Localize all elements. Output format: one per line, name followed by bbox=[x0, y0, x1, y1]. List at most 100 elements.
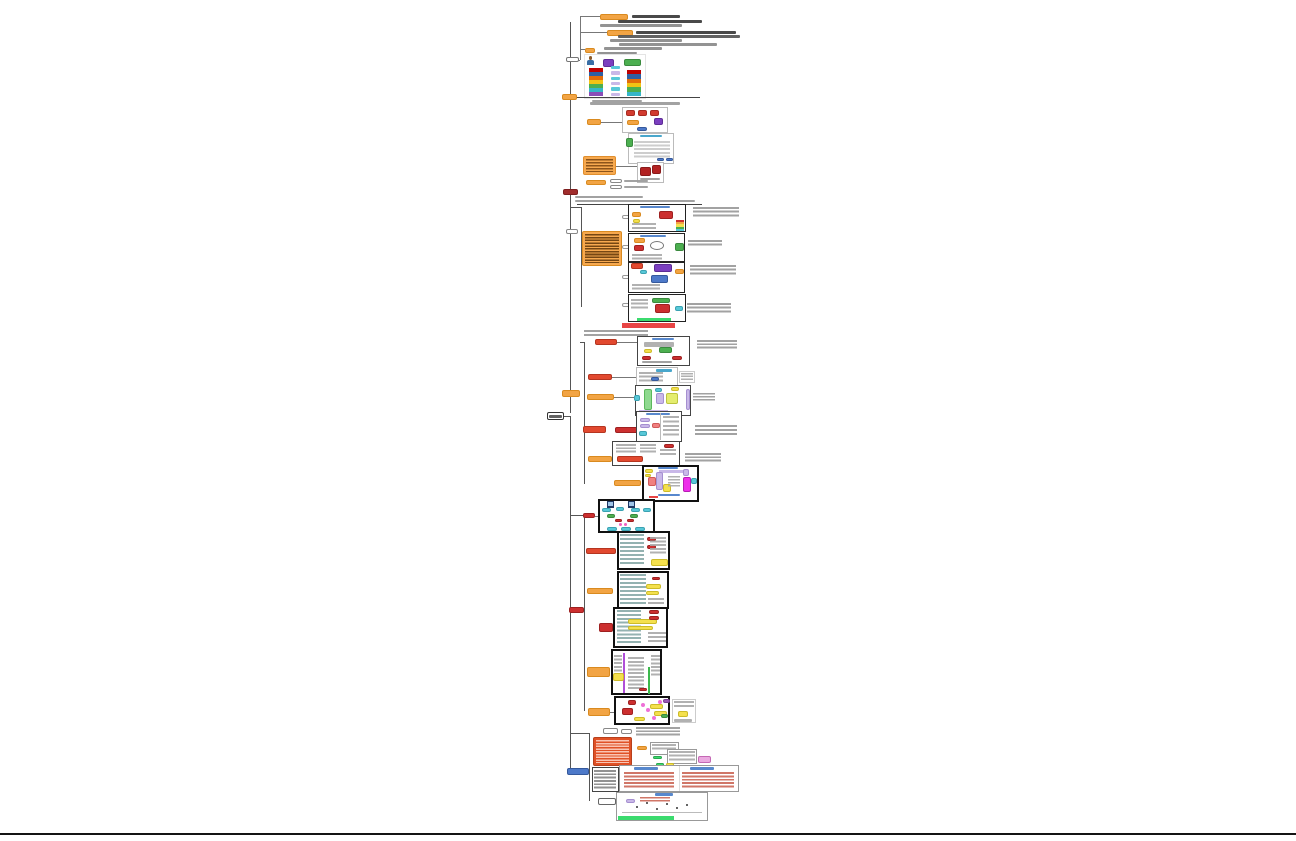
cert-yellow-2 bbox=[628, 626, 653, 630]
layer-stack-right-layer bbox=[627, 70, 641, 75]
msg-blue-box bbox=[637, 127, 647, 131]
section2-topic[interactable] bbox=[563, 189, 578, 195]
subchip-2[interactable] bbox=[610, 185, 622, 189]
chapter-node[interactable] bbox=[566, 229, 578, 234]
section8-topic[interactable] bbox=[567, 768, 589, 775]
cd-caption bbox=[658, 494, 680, 496]
cache-node[interactable] bbox=[614, 480, 641, 486]
root-connector bbox=[558, 416, 571, 417]
rq-green bbox=[659, 347, 672, 353]
subtopic-node-b[interactable] bbox=[566, 57, 579, 62]
subtopic-node-a[interactable] bbox=[585, 48, 595, 53]
hs-mid-rows bbox=[628, 657, 644, 691]
packet-column-packet bbox=[611, 66, 620, 70]
formula-title-2 bbox=[690, 767, 714, 770]
rq-red-1 bbox=[642, 356, 651, 360]
ct-rows-1 bbox=[616, 444, 636, 454]
nw-pink-1 bbox=[619, 523, 622, 526]
packet-column-packet bbox=[611, 92, 620, 96]
header-node[interactable] bbox=[587, 394, 614, 400]
note-box-orange[interactable] bbox=[583, 156, 616, 175]
proxy-node[interactable] bbox=[583, 513, 595, 518]
branch2-text-2 bbox=[618, 35, 740, 38]
attack-annot-rows-2 bbox=[674, 719, 692, 722]
atk-red-1 bbox=[622, 708, 633, 715]
method-node-1[interactable] bbox=[588, 456, 612, 462]
outline-rows bbox=[594, 770, 616, 790]
atk-yellow-2 bbox=[654, 711, 667, 716]
monitor-icon-screen bbox=[608, 502, 613, 506]
section8-subtrunk bbox=[589, 733, 590, 801]
status-node-1[interactable] bbox=[583, 426, 606, 433]
tls-yellow-1 bbox=[646, 584, 661, 589]
version-pink-chip[interactable] bbox=[698, 756, 711, 763]
msg-node[interactable] bbox=[587, 119, 601, 125]
response-node[interactable] bbox=[588, 374, 612, 380]
nw-green-2 bbox=[630, 514, 638, 518]
chain-node-1[interactable] bbox=[603, 728, 618, 734]
hd-cyan-top bbox=[655, 388, 662, 392]
atk-red-2 bbox=[628, 700, 636, 705]
green-caption-bar bbox=[637, 318, 671, 321]
cd-cyan bbox=[691, 478, 697, 484]
st-cyan bbox=[639, 431, 647, 436]
formula-divider bbox=[679, 766, 680, 791]
method-node-2[interactable] bbox=[617, 456, 643, 462]
annotation-2 bbox=[688, 240, 722, 247]
hd-lavender bbox=[656, 393, 664, 404]
layer-stack-left-layer bbox=[589, 76, 603, 80]
cd-pink bbox=[648, 477, 656, 486]
st-title bbox=[646, 413, 670, 415]
nw-cyan-5 bbox=[607, 527, 617, 531]
version-orange-chip[interactable] bbox=[637, 746, 647, 750]
graph-dot-5 bbox=[676, 807, 678, 809]
bottom-rule bbox=[0, 833, 1296, 835]
st-pink bbox=[652, 423, 660, 428]
nw-green-1 bbox=[607, 514, 615, 518]
graph-lavender bbox=[626, 799, 635, 803]
graph-node[interactable] bbox=[598, 798, 616, 805]
version-box-red[interactable] bbox=[593, 737, 632, 766]
atk-dot-3 bbox=[652, 716, 656, 720]
request-node[interactable] bbox=[595, 339, 617, 345]
layer-stack-right-layer bbox=[627, 87, 641, 92]
rq-rows bbox=[644, 342, 674, 347]
section3-topic[interactable] bbox=[562, 390, 580, 397]
section5-topic[interactable] bbox=[569, 607, 584, 613]
fd3-redorange bbox=[631, 263, 643, 269]
rq-red-2 bbox=[672, 356, 682, 360]
section1-caption bbox=[590, 102, 680, 105]
summary-box-orange[interactable] bbox=[582, 231, 622, 266]
packet-column-packet bbox=[611, 71, 620, 75]
red-pointer bbox=[649, 496, 658, 498]
branch1-highlight[interactable] bbox=[600, 14, 628, 20]
attack-annot-yellow bbox=[678, 711, 688, 717]
handshake-node[interactable] bbox=[587, 667, 610, 677]
layer-stack-right-layer bbox=[627, 78, 641, 83]
attack-node[interactable] bbox=[588, 708, 610, 716]
tls-rows bbox=[648, 598, 664, 606]
chain-node-2[interactable] bbox=[621, 729, 632, 734]
subchip-1[interactable] bbox=[610, 179, 622, 183]
fd4-green bbox=[652, 298, 670, 303]
branch-fan-line bbox=[580, 16, 581, 60]
fd1-grid-layer bbox=[676, 222, 684, 225]
fan-stub-1 bbox=[580, 16, 600, 17]
fd3-purple bbox=[654, 264, 672, 272]
fan-stub-3 bbox=[580, 49, 585, 50]
subtopic-text bbox=[597, 52, 637, 54]
ht-tree bbox=[620, 534, 644, 566]
fan-stub-2 bbox=[580, 32, 607, 33]
nw-monitor-1 bbox=[607, 501, 614, 508]
section1-topic[interactable] bbox=[562, 94, 577, 100]
table-chip-2 bbox=[666, 158, 673, 161]
tls-node[interactable] bbox=[587, 588, 613, 594]
graph-dot-4 bbox=[666, 803, 668, 805]
cert-node[interactable] bbox=[599, 623, 613, 632]
stub-sub8 bbox=[571, 733, 589, 734]
https-node[interactable] bbox=[586, 548, 616, 554]
section2-subtrunk bbox=[581, 207, 582, 307]
error-caption bbox=[640, 178, 660, 180]
subtopic-orange[interactable] bbox=[586, 180, 606, 185]
